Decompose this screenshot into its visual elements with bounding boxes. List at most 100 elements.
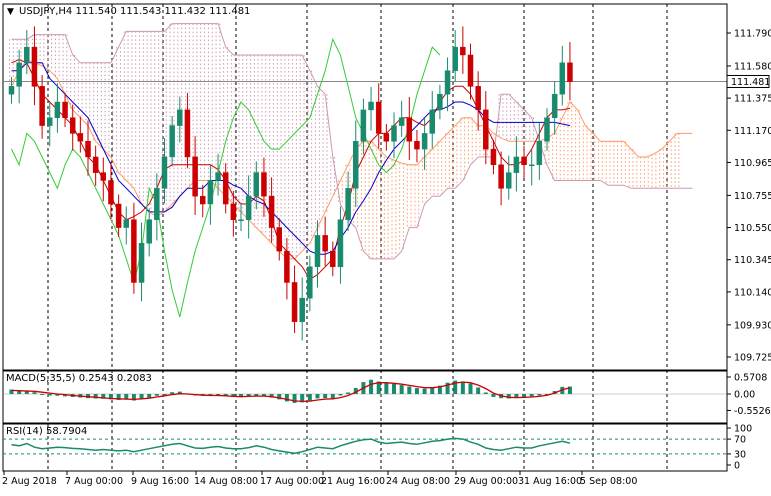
candle-body — [544, 117, 550, 142]
current-price-label: 111.481 — [731, 77, 770, 88]
candle-body — [39, 86, 45, 126]
macd-histogram-bar — [147, 394, 152, 398]
rsi-line — [11, 437, 571, 454]
candle-body — [391, 125, 397, 142]
macd-histogram-bar — [522, 394, 527, 397]
macd-histogram-bar — [246, 394, 251, 397]
macd-histogram-bar — [40, 394, 45, 395]
macd-histogram-bar — [369, 379, 374, 394]
candle-body — [69, 117, 76, 134]
candle-body — [536, 141, 543, 166]
candle-body — [169, 125, 175, 158]
candle-body — [100, 172, 107, 181]
candle-body — [291, 282, 298, 322]
candle-body — [47, 117, 53, 126]
x-tick-label: 5 Sep 08:00 — [580, 476, 637, 487]
candle-body — [406, 117, 413, 142]
candle-body — [437, 93, 443, 111]
candle-body — [85, 141, 91, 158]
candle-body — [322, 235, 328, 252]
x-tick-label: 24 Aug 08:00 — [386, 476, 450, 487]
candle-body — [475, 86, 481, 111]
macd-histogram-bar — [346, 392, 351, 394]
candle-body — [238, 219, 244, 221]
macd-histogram-bar — [292, 394, 297, 403]
y-tick-label: 110.140 — [734, 287, 771, 298]
macd-y-tick-label: -0.5526 — [734, 406, 771, 417]
macd-histogram-bar — [476, 387, 481, 394]
candle-body — [528, 164, 535, 167]
macd-panel-border — [2, 370, 728, 424]
candle-body — [368, 101, 374, 111]
candle-body — [77, 133, 84, 142]
candle-body — [253, 172, 260, 197]
y-tick-label: 110.755 — [734, 191, 771, 202]
macd-histogram-bar — [330, 394, 335, 399]
macd-histogram-bar — [55, 394, 60, 396]
candle-body — [483, 109, 489, 150]
macd-histogram-bar — [422, 388, 427, 394]
x-tick-label: 31 Aug 16:00 — [518, 476, 582, 487]
macd-histogram-bar — [307, 394, 312, 401]
candle-body — [245, 195, 252, 220]
macd-histogram-bar — [32, 392, 37, 394]
macd-histogram-bar — [567, 386, 572, 394]
main-panel-border — [2, 3, 728, 371]
candle-body — [551, 93, 558, 118]
candle-body — [299, 297, 305, 322]
candle-body — [177, 109, 183, 126]
macd-histogram-bar — [353, 388, 358, 394]
macd-histogram-bar — [108, 394, 113, 400]
candle-body — [307, 266, 313, 299]
candle-body — [123, 219, 129, 228]
candle-body — [460, 46, 466, 56]
macd-histogram-bar — [545, 394, 549, 395]
candle-body — [24, 46, 30, 64]
chikou-span-line — [11, 37, 441, 318]
candle-body — [353, 141, 359, 189]
x-tick-label: 29 Aug 00:00 — [454, 476, 518, 487]
rsi-panel-border — [2, 423, 728, 472]
x-tick-label: 2 Aug 2018 — [2, 476, 57, 487]
candle-body — [506, 172, 512, 189]
y-tick-label: 110.345 — [734, 255, 771, 266]
y-tick-label: 111.170 — [734, 126, 771, 137]
y-tick-label: 109.725 — [734, 353, 771, 364]
candle-body — [108, 180, 114, 205]
candle-body — [54, 101, 61, 118]
macd-histogram-bar — [414, 388, 419, 394]
candle-body — [314, 235, 321, 268]
candle-body — [62, 101, 68, 118]
candle-body — [513, 156, 520, 173]
candle-body — [383, 133, 390, 142]
macd-signal-line — [11, 381, 571, 403]
candle-body — [276, 227, 282, 252]
candle-body — [421, 133, 428, 150]
candle-body — [444, 70, 451, 95]
macd-histogram-bar — [124, 394, 129, 400]
candle-body — [161, 156, 168, 189]
candle-body — [490, 148, 497, 166]
senkou-span-a — [11, 59, 693, 260]
senkou-span-b — [11, 23, 693, 260]
candle-body — [230, 203, 237, 220]
macd-histogram-bar — [93, 394, 98, 399]
candle-body — [138, 242, 145, 283]
macd-histogram-bar — [376, 381, 381, 394]
macd-histogram-bar — [101, 394, 106, 399]
candle-body — [31, 46, 38, 87]
macd-histogram-bar — [468, 383, 473, 394]
candle-body — [284, 250, 290, 283]
macd-histogram-bar — [338, 394, 343, 396]
macd-histogram-bar — [453, 380, 458, 394]
menu-glyph[interactable]: ▼ — [7, 7, 14, 17]
candle-body — [498, 164, 504, 189]
candle-body — [567, 62, 573, 82]
macd-y-tick-label: 0.00 — [734, 390, 755, 401]
y-tick-label: 111.580 — [734, 61, 771, 72]
candle-body — [398, 117, 405, 126]
macd-histogram-bar — [239, 394, 243, 397]
x-tick-label: 14 Aug 08:00 — [194, 476, 258, 487]
